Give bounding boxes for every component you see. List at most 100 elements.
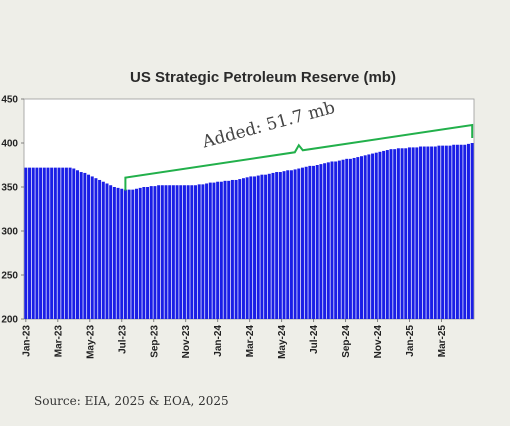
bar [35,167,39,319]
bar [389,149,393,319]
bar [201,184,205,319]
bar [39,167,43,319]
bar [234,179,238,319]
bar [304,166,308,319]
bar [109,185,113,319]
bar [64,167,68,319]
bar [205,183,209,319]
bar [42,167,46,319]
y-tick-label: 200 [1,315,18,326]
bar [267,173,271,319]
bar [190,185,194,319]
bar [448,145,452,319]
bar [385,150,389,319]
bar [98,179,102,319]
x-tick-label: Nov-24 [373,325,384,359]
bar [208,182,212,319]
bar [282,171,286,319]
x-tick-label: May-23 [85,325,96,359]
bar [275,172,279,319]
x-axis: Jan-23 Mar-23 May-23 Jul-23 Sep-23 Nov-23 Jan-… [21,319,448,359]
bar [441,145,445,319]
bar [463,144,467,319]
bar [230,179,234,319]
bar [278,172,282,319]
x-tick-label: Jan-25 [405,325,416,357]
bar [378,151,382,319]
bar [142,187,146,319]
annotation-bracket [124,123,474,191]
y-tick-label: 300 [1,227,18,238]
x-tick-label: May-24 [277,325,288,359]
bar [297,168,301,319]
bar [241,178,245,319]
bar [90,176,94,319]
bar [50,167,54,319]
bar [415,147,419,319]
bar [249,176,253,319]
bar [227,180,231,319]
bar [356,157,360,319]
bar [315,165,319,319]
x-tick-label: Sep-23 [149,325,160,358]
bar [127,189,131,319]
bar [396,148,400,319]
bar [256,175,260,319]
y-tick-label: 250 [1,271,18,282]
bar [120,188,124,319]
bar [197,184,201,319]
x-tick-label: Jul-23 [117,325,128,354]
bar [216,181,220,319]
bar [411,147,415,319]
source-note: Source: EIA, 2025 & EOA, 2025 [34,394,229,408]
x-tick-label: Jul-24 [309,325,320,354]
y-axis: 200 250 300 350 400 450 [1,95,24,326]
bar [293,169,297,319]
bar [286,170,290,319]
bar [53,167,57,319]
bar [179,185,183,319]
bar [94,178,98,319]
bar [426,146,430,319]
bar [444,145,448,319]
bar [459,144,463,319]
bar [437,145,441,319]
bar [367,154,371,319]
bar [168,185,172,319]
bar [171,185,175,319]
bar [308,165,312,319]
bar [68,167,72,319]
x-tick-label: Jan-23 [21,325,32,357]
y-tick-label: 350 [1,183,18,194]
bar [253,176,257,319]
bar [312,165,316,319]
bar [116,187,120,319]
bar [470,143,474,319]
bar [46,167,50,319]
bar [345,158,349,319]
bar [219,181,223,319]
bar [323,163,327,319]
bar [123,189,127,319]
bar [455,144,459,319]
bar [393,149,397,319]
bar [135,188,138,319]
bar [138,187,142,319]
bar [223,180,227,319]
bar [61,167,65,319]
bar [245,177,249,319]
bar [319,164,323,319]
bar [452,144,456,319]
bar [75,170,79,319]
bar [79,172,83,319]
bar [260,174,264,319]
bar [57,167,61,319]
x-tick-label: Nov-23 [181,325,192,359]
bar [87,174,91,319]
x-tick-label: Sep-24 [341,325,352,358]
bar [371,153,375,319]
chart-title: US Strategic Petroleum Reserve (mb) [130,69,396,86]
bar [271,172,275,319]
bar [24,167,28,319]
